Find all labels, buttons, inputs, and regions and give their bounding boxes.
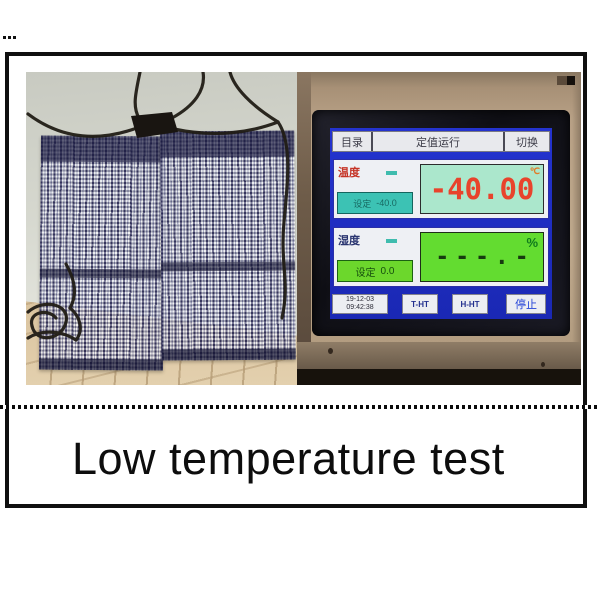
run-mode-title: 定值运行 bbox=[416, 136, 460, 149]
set-value: 0.0 bbox=[380, 265, 395, 277]
humidity-setpoint: 设定 0.0 bbox=[337, 260, 413, 282]
humidity-panel: 湿度 设定 0.0 ---.- % bbox=[333, 227, 549, 287]
screw-dot bbox=[328, 348, 333, 354]
humidity-label: 湿度 bbox=[338, 235, 360, 247]
figure-caption: Low temperature test bbox=[72, 433, 505, 484]
temperature-setpoint: 设定 -40.0 bbox=[337, 192, 413, 214]
minus-icon bbox=[386, 239, 397, 243]
humidity-display: ---.- % bbox=[420, 232, 544, 282]
minus-icon bbox=[386, 171, 397, 175]
datetime-line2: 09:42:38 bbox=[346, 304, 374, 311]
stop-button: 停止 bbox=[506, 294, 546, 314]
controller-screen: 目录 定值运行 切换 温度 设定 -40.0 -40.00 ℃ bbox=[330, 128, 552, 319]
set-label: 设定 bbox=[353, 198, 372, 209]
temperature-display: -40.00 ℃ bbox=[420, 164, 544, 214]
h-ht-button: H-HT bbox=[452, 294, 488, 314]
temperature-panel: 温度 设定 -40.0 -40.00 ℃ bbox=[333, 159, 549, 219]
set-label: 设定 bbox=[355, 267, 376, 279]
screw-dot bbox=[541, 362, 545, 367]
screen-top-bar: 目录 定值运行 切换 bbox=[332, 131, 550, 152]
temperature-reading: -40.00 bbox=[429, 172, 535, 206]
top-left-dotted-mark bbox=[3, 36, 17, 39]
cable-connector-blob bbox=[131, 112, 178, 138]
temperature-label: 温度 bbox=[338, 167, 360, 179]
corner-mark bbox=[557, 76, 575, 85]
percent-unit: % bbox=[526, 235, 538, 250]
set-value: -40.0 bbox=[376, 198, 397, 208]
humidity-reading: ---.- bbox=[435, 244, 535, 270]
chamber-left-edge bbox=[297, 72, 311, 385]
t-ht-button: T-HT bbox=[402, 294, 438, 314]
cables-overlay bbox=[26, 72, 290, 342]
chamber-base bbox=[297, 342, 581, 369]
chamber-right-edge bbox=[572, 72, 581, 385]
menu-button: 目录 bbox=[333, 132, 373, 151]
celsius-unit: ℃ bbox=[529, 166, 540, 176]
touchscreen-bezel: 目录 定值运行 切换 温度 设定 -40.0 -40.00 ℃ bbox=[312, 110, 570, 336]
dotted-separator bbox=[0, 405, 600, 409]
led-panels-photo bbox=[26, 72, 297, 385]
photo-strip: 目录 定值运行 切换 温度 设定 -40.0 -40.00 ℃ bbox=[26, 72, 581, 385]
chamber-base-shadow bbox=[297, 369, 581, 385]
switch-button: 切换 bbox=[503, 132, 549, 151]
datetime-box: 19-12-03 09:42:38 bbox=[332, 294, 388, 314]
datetime-line1: 19-12-03 bbox=[345, 295, 375, 303]
chamber-controller-photo: 目录 定值运行 切换 温度 设定 -40.0 -40.00 ℃ bbox=[297, 72, 581, 385]
